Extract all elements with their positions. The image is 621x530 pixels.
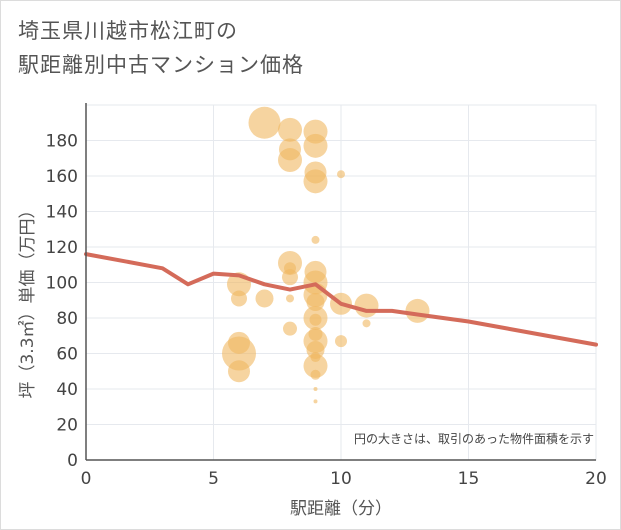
y-tick-label: 160 [46, 167, 78, 187]
data-bubble [337, 170, 345, 179]
x-tick-label: 0 [81, 469, 92, 489]
axes [85, 103, 596, 461]
data-bubble [405, 298, 430, 323]
data-bubble [286, 294, 294, 303]
data-bubble [283, 321, 297, 336]
data-bubble [231, 290, 247, 307]
grid [85, 104, 597, 461]
data-bubble [303, 133, 328, 158]
x-tick-label: 5 [208, 469, 219, 489]
trend-line [84, 252, 598, 347]
trend-series [84, 252, 598, 347]
chart-title: 埼玉県川越市松江町の 駅距離別中古マンション価格 [18, 14, 304, 82]
data-bubble [362, 319, 371, 328]
data-bubble [313, 399, 318, 404]
data-bubble [306, 340, 325, 359]
data-bubble [222, 336, 256, 371]
chart-title-line-2: 駅距離別中古マンション価格 [18, 53, 304, 77]
bubble-size-note: 円の大きさは、取引のあった物件面積を示す [354, 431, 594, 446]
y-tick-label: 140 [46, 203, 78, 223]
data-bubble [335, 335, 347, 348]
y-axis-title: 坪（3.3㎡）単価（万円） [18, 201, 38, 398]
y-tick-label: 60 [56, 345, 78, 365]
y-tick-label: 20 [56, 416, 78, 436]
tick-labels: 0 20 40 60 80 100 120 140 160 180 0 5 10 15 20 [46, 132, 607, 490]
x-tick-label: 10 [330, 469, 352, 489]
data-bubble [248, 106, 281, 139]
y-tick-label: 80 [56, 309, 78, 329]
data-bubble [354, 293, 379, 318]
y-tick-label: 100 [46, 274, 78, 294]
data-bubble [278, 148, 302, 173]
data-bubble [303, 169, 328, 194]
x-tick-label: 20 [585, 469, 607, 489]
data-bubble [313, 387, 318, 391]
x-axis-title: 駅距離（分） [290, 499, 392, 519]
data-bubble [306, 293, 325, 312]
data-bubble [278, 117, 302, 142]
data-bubble [309, 313, 322, 326]
data-bubble [255, 289, 274, 308]
y-tick-label: 120 [46, 238, 78, 258]
chart-title-line-1: 埼玉県川越市松江町の [18, 19, 238, 43]
data-bubble [310, 369, 321, 380]
data-bubble [311, 235, 320, 244]
x-tick-label: 15 [458, 469, 480, 489]
y-tick-label: 0 [67, 451, 78, 471]
data-bubble [282, 269, 298, 286]
bubble-series [222, 106, 430, 404]
y-tick-label: 40 [56, 380, 78, 400]
y-tick-label: 180 [46, 132, 78, 152]
data-bubble [303, 353, 328, 378]
data-bubble [228, 360, 250, 383]
